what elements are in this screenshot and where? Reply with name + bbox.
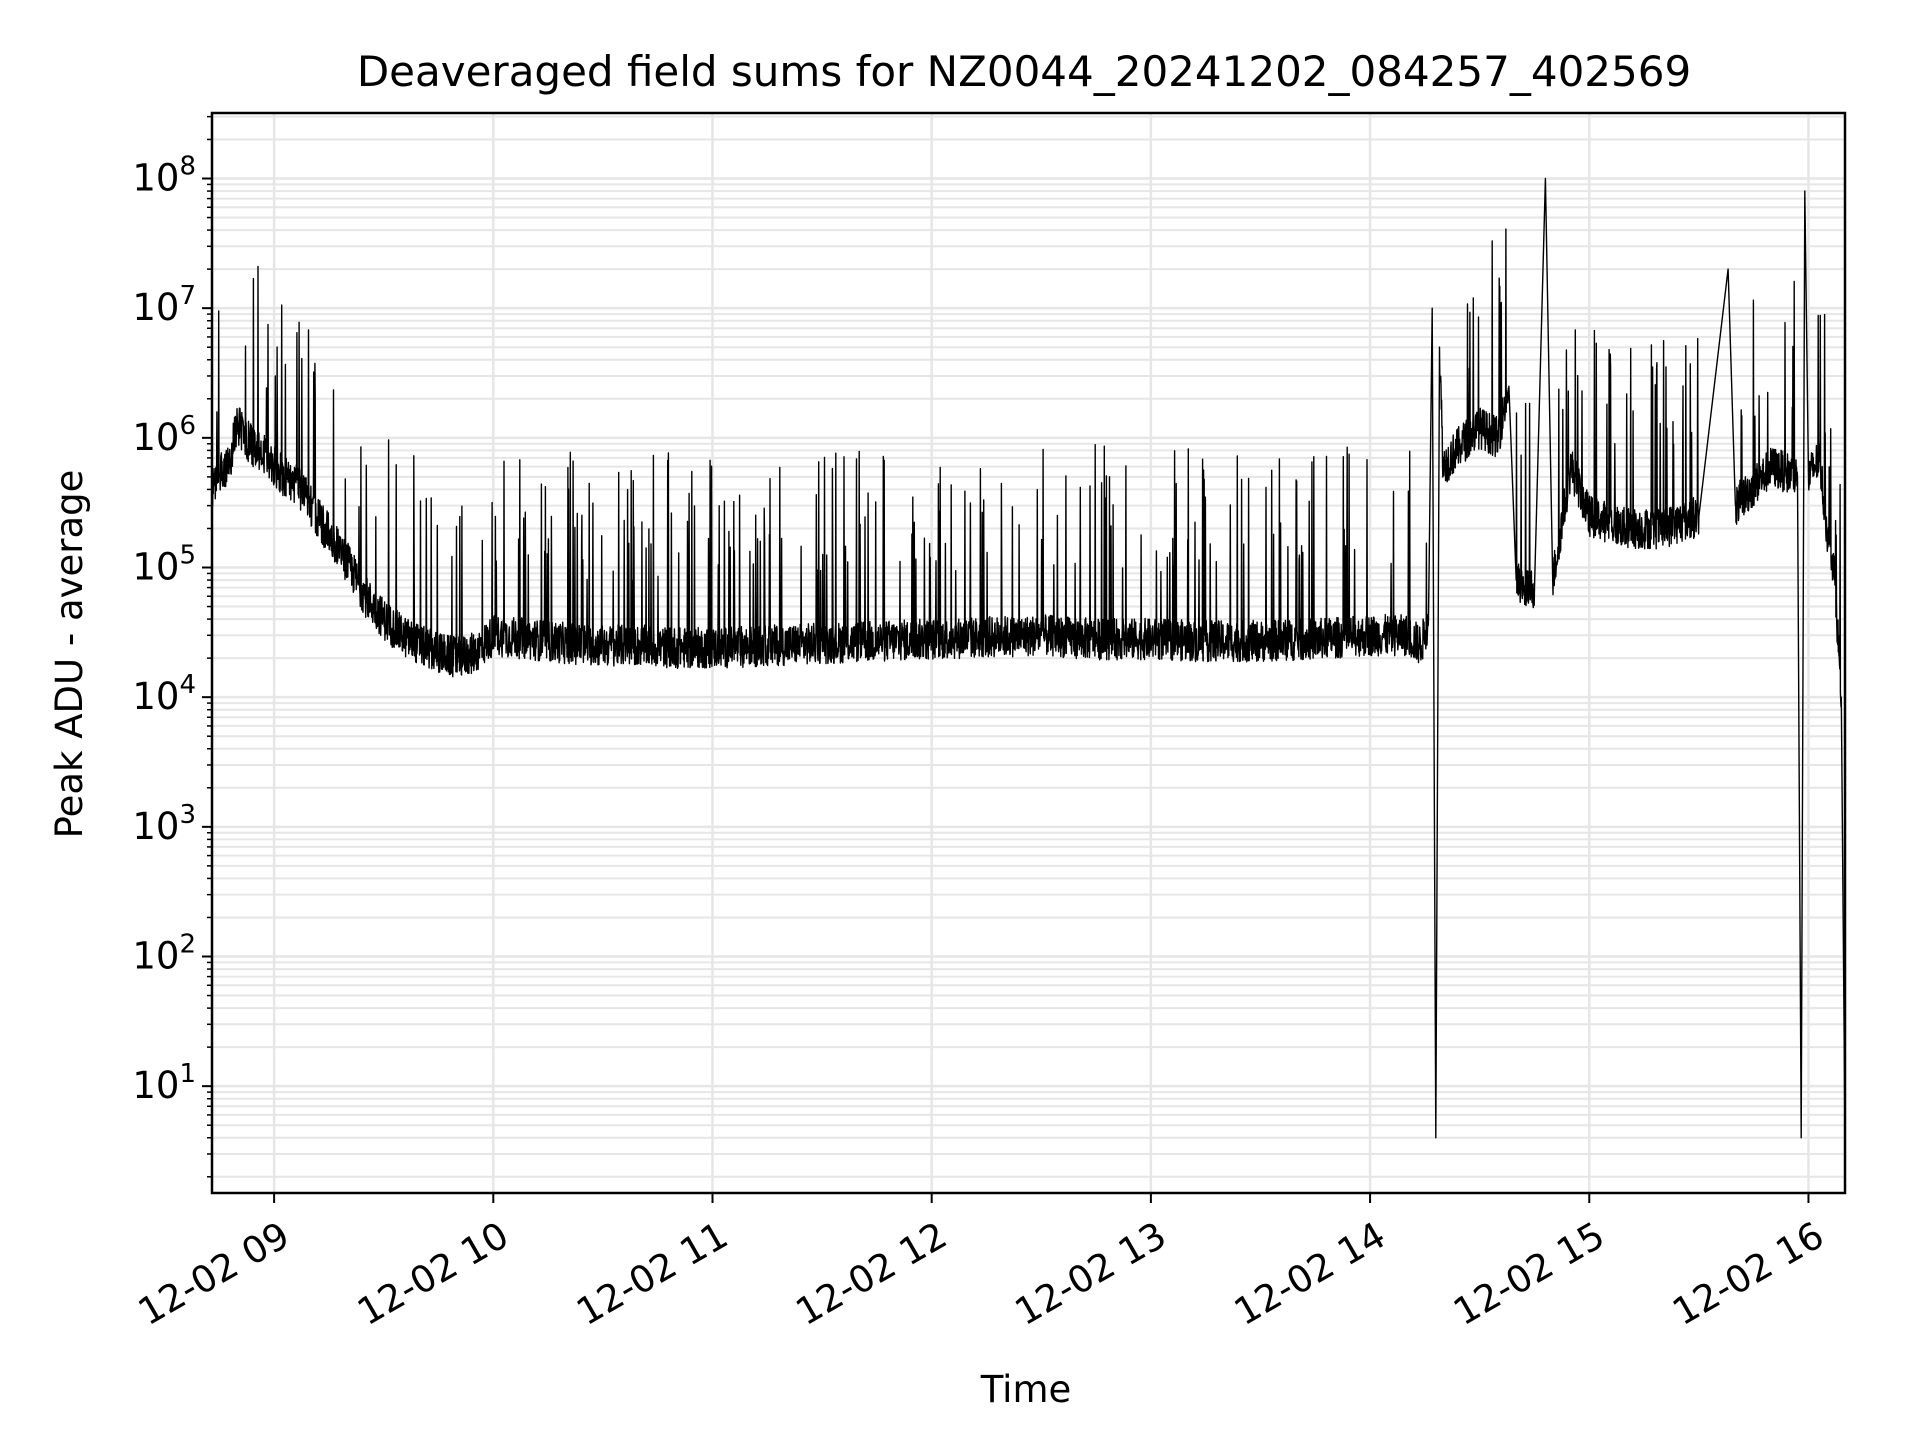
plot-frame bbox=[210, 111, 1847, 1195]
x-tick-label: 12-02 14 bbox=[1227, 1214, 1393, 1334]
y-tick-label: 105 bbox=[132, 541, 196, 589]
grid bbox=[212, 113, 1845, 1193]
x-tick-label: 12-02 09 bbox=[131, 1214, 297, 1334]
chart-title: Deaveraged field sums for NZ0044_2024120… bbox=[357, 47, 1691, 96]
x-tick-label: 12-02 13 bbox=[1008, 1214, 1174, 1334]
x-tick-label: 12-02 10 bbox=[350, 1214, 516, 1334]
series-line bbox=[211, 177, 1846, 1139]
y-tick-label: 106 bbox=[132, 411, 196, 459]
y-axis-label: Peak ADU - average bbox=[48, 470, 91, 839]
x-tick-label: 12-02 11 bbox=[569, 1214, 735, 1334]
y-tick-label: 102 bbox=[132, 930, 196, 978]
y-tick-label: 107 bbox=[132, 281, 196, 329]
y-tick-label: 101 bbox=[132, 1059, 196, 1107]
x-tick-label: 12-02 12 bbox=[789, 1214, 955, 1334]
x-axis-label: Time bbox=[980, 1368, 1072, 1411]
y-tick-label: 108 bbox=[132, 152, 196, 200]
y-tick-label: 103 bbox=[132, 800, 196, 848]
x-tick-label: 12-02 16 bbox=[1665, 1214, 1831, 1334]
y-tick-label: 104 bbox=[132, 670, 196, 718]
x-tick-label: 12-02 15 bbox=[1446, 1214, 1612, 1334]
series bbox=[211, 177, 1846, 1139]
